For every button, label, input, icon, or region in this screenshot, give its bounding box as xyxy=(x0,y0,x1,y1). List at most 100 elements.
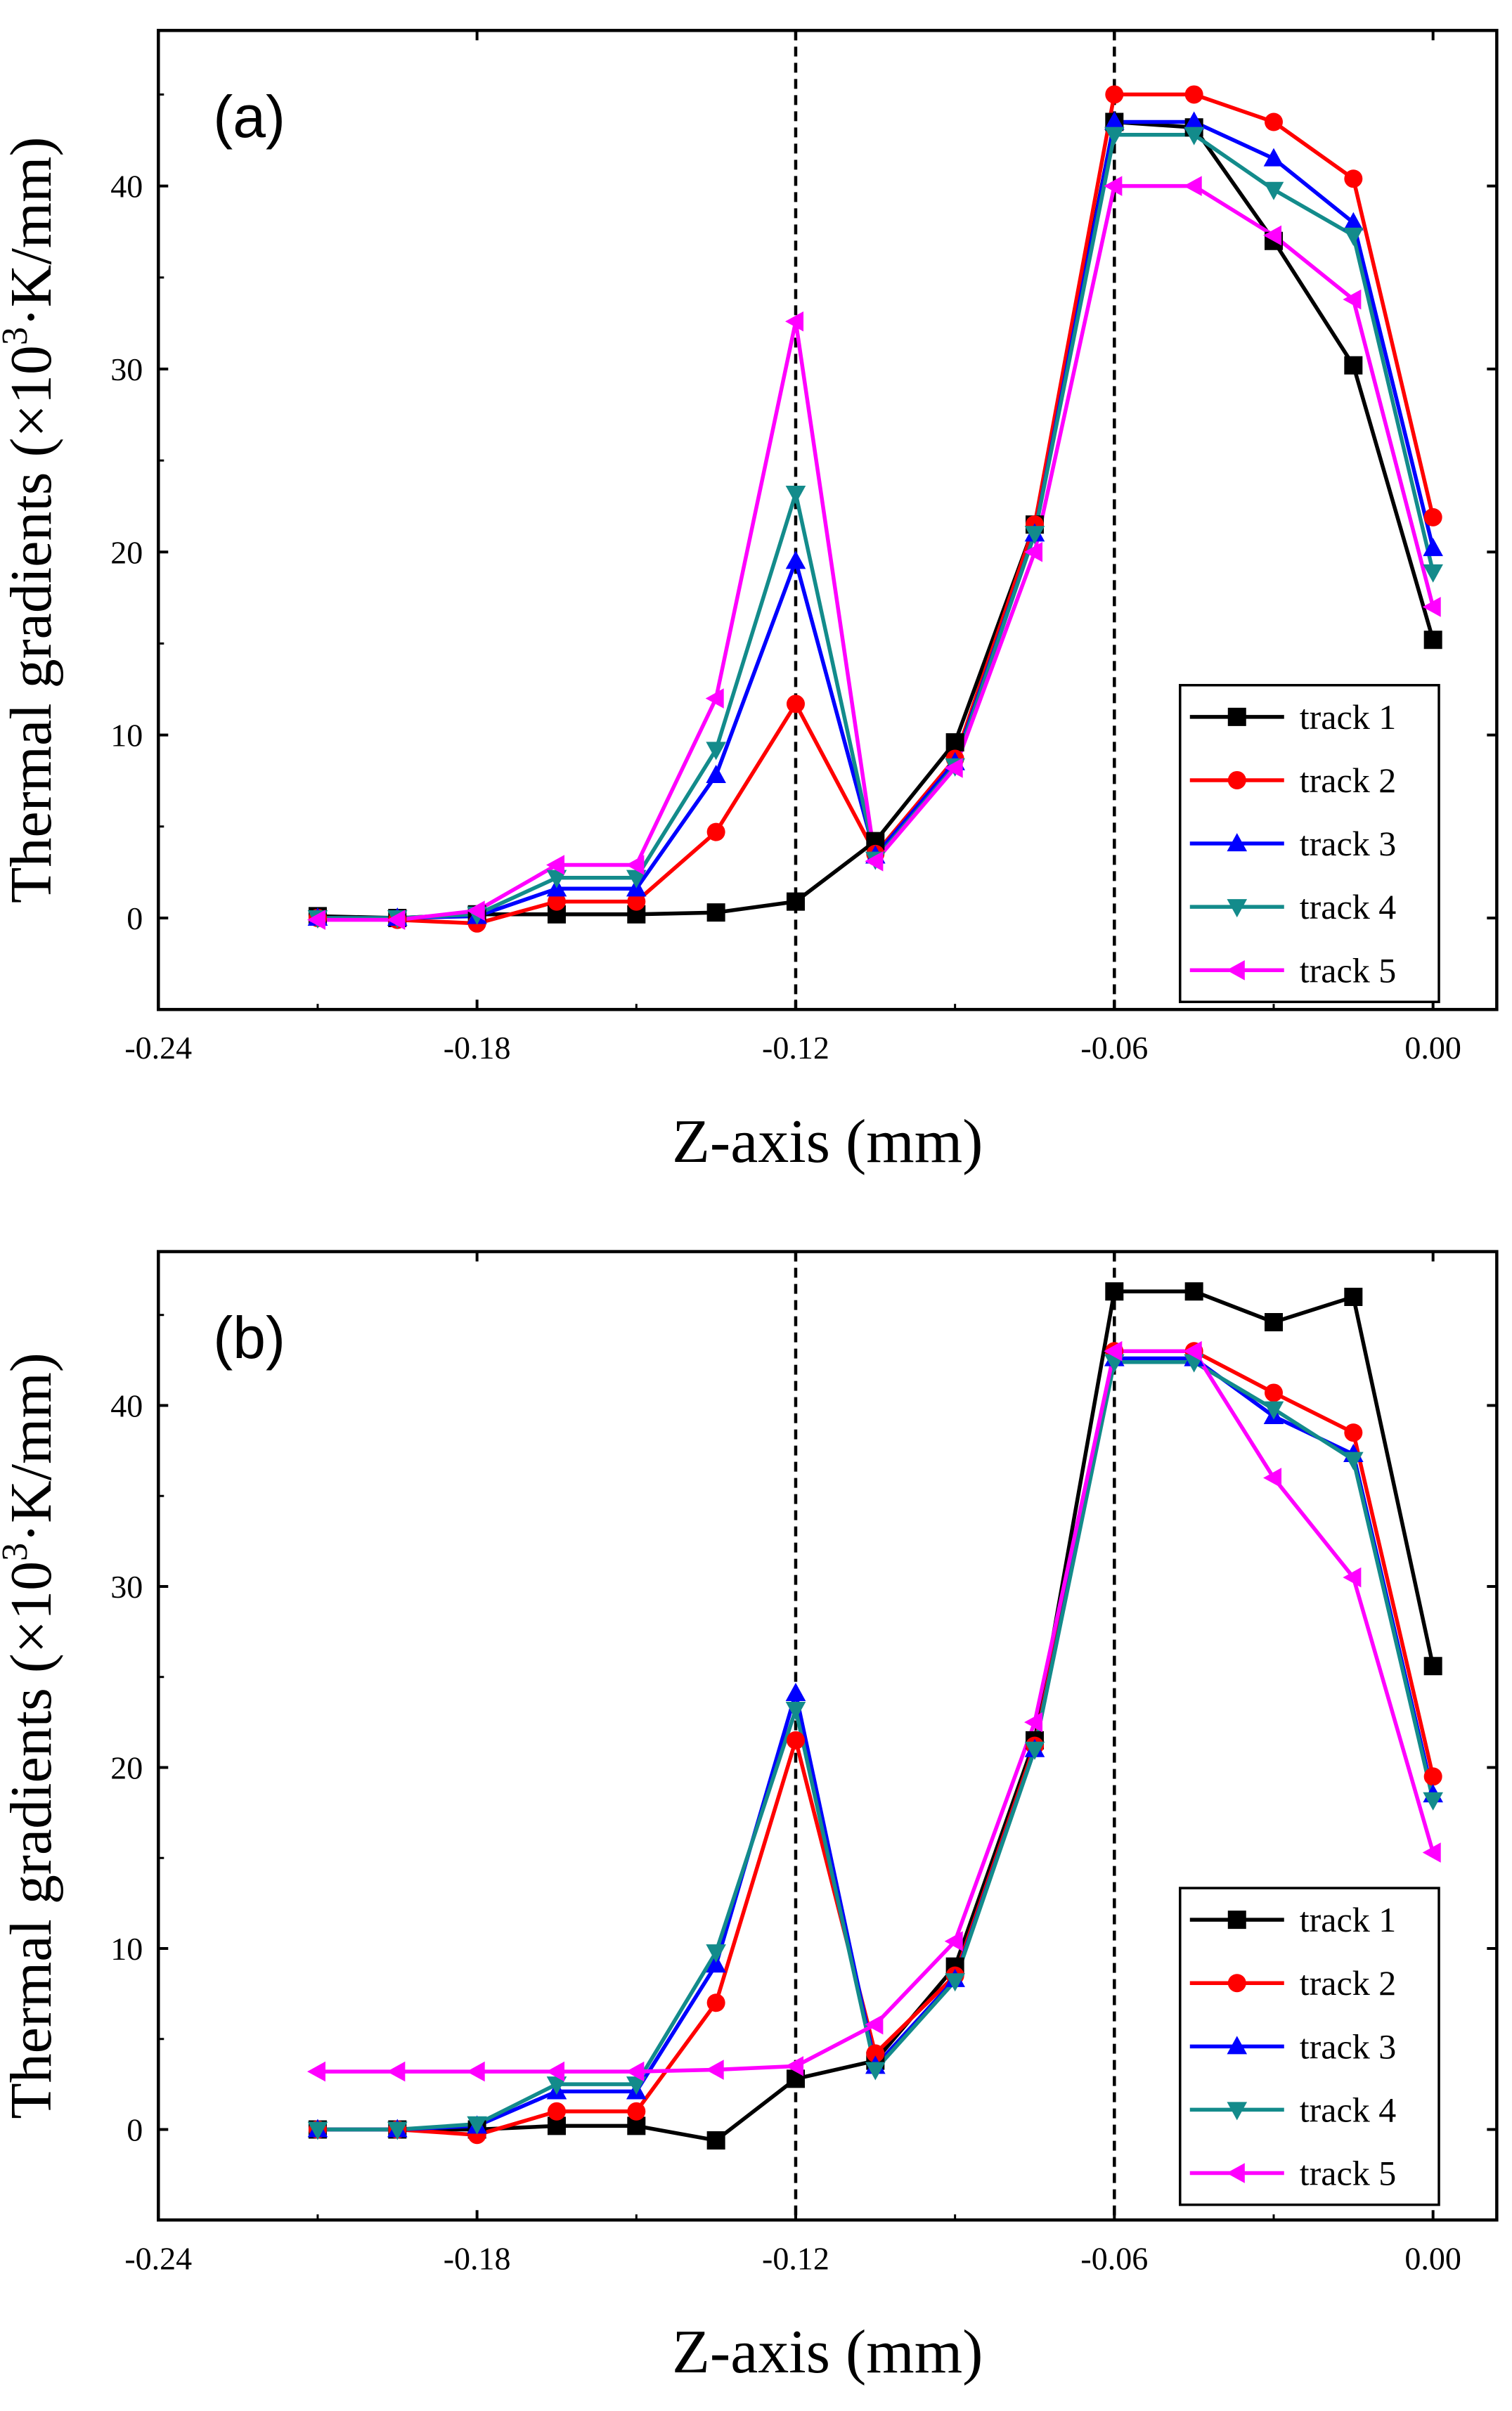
y-axis-label: Thermal gradients (×103·K/mm) xyxy=(0,137,64,903)
data-point-track-2 xyxy=(1344,1423,1363,1442)
x-tick-label: -0.18 xyxy=(444,1030,511,1066)
data-point-track-4 xyxy=(706,742,726,761)
legend-label-track-1: track 1 xyxy=(1300,697,1396,737)
y-tick-label: 40 xyxy=(110,1388,143,1423)
data-point-track-2 xyxy=(547,892,566,911)
plot-frame xyxy=(157,29,1499,1011)
data-point-track-2 xyxy=(1184,85,1203,104)
data-point-track-1 xyxy=(1344,356,1363,375)
data-point-track-1 xyxy=(706,2131,725,2150)
data-point-track-5 xyxy=(307,2061,326,2082)
data-point-track-4 xyxy=(1024,1741,1045,1760)
data-point-track-1 xyxy=(547,2116,566,2135)
data-point-track-2 xyxy=(1264,112,1283,131)
legend-label-track-2: track 2 xyxy=(1300,761,1396,800)
plot-area xyxy=(307,85,1443,933)
data-point-track-5 xyxy=(1104,1340,1123,1362)
data-point-track-5 xyxy=(865,2014,884,2035)
data-point-track-3 xyxy=(1343,212,1364,231)
x-tick-label: -0.24 xyxy=(124,2240,192,2276)
data-point-track-5 xyxy=(546,2061,565,2082)
data-point-track-4 xyxy=(1104,127,1125,146)
x-tick-label: -0.12 xyxy=(762,1030,829,1066)
data-point-track-5 xyxy=(785,311,804,332)
x-tick-label: -0.06 xyxy=(1080,2240,1148,2276)
y-axis-label-unit: ·K/mm) xyxy=(0,137,64,328)
data-point-track-5 xyxy=(865,851,884,872)
data-point-track-2 xyxy=(1264,1383,1283,1402)
data-point-track-1 xyxy=(1344,1287,1363,1306)
data-point-track-5 xyxy=(307,910,326,930)
data-point-track-5 xyxy=(1183,1340,1202,1362)
y-tick-label: 20 xyxy=(110,1750,143,1785)
data-point-track-5 xyxy=(705,688,724,709)
data-point-track-3 xyxy=(785,1682,806,1701)
data-point-track-4 xyxy=(1263,1401,1284,1420)
legend-marker-track-4 xyxy=(1227,899,1248,918)
data-point-track-2 xyxy=(706,1993,725,2012)
data-point-track-5 xyxy=(944,758,963,778)
data-point-track-3 xyxy=(1184,111,1204,130)
x-axis-label: Z-axis (mm) xyxy=(672,1108,983,1176)
data-point-track-4 xyxy=(1343,1452,1364,1470)
data-point-track-1 xyxy=(945,733,964,752)
x-axis-label: Z-axis (mm) xyxy=(672,2318,983,2386)
data-point-track-4 xyxy=(1343,227,1364,246)
legend-marker-track-1 xyxy=(1227,1911,1246,1930)
y-axis-label: Thermal gradients (×103·K/mm) xyxy=(0,1352,64,2119)
data-point-track-1 xyxy=(706,903,725,922)
data-point-track-5 xyxy=(387,2061,406,2082)
data-point-track-5 xyxy=(1024,542,1043,562)
data-point-track-3 xyxy=(706,1954,726,1973)
legend-label-track-5: track 5 xyxy=(1300,950,1396,990)
data-point-track-2 xyxy=(706,822,725,841)
data-point-track-4 xyxy=(546,870,567,888)
data-point-track-2 xyxy=(1105,85,1124,104)
data-point-track-2 xyxy=(547,2102,566,2121)
data-point-track-1 xyxy=(1264,1313,1283,1332)
data-point-track-5 xyxy=(1263,225,1282,246)
legend-marker-track-3 xyxy=(1227,833,1248,852)
legend-label-track-5: track 5 xyxy=(1300,2154,1396,2193)
data-point-track-1 xyxy=(1105,1282,1124,1301)
data-point-track-5 xyxy=(1343,289,1362,310)
y-tick-label: 10 xyxy=(110,1931,143,1967)
data-point-track-2 xyxy=(866,2044,885,2063)
x-tick-label: -0.12 xyxy=(762,2240,829,2276)
legend-label-track-2: track 2 xyxy=(1300,1963,1396,2003)
data-point-track-4 xyxy=(626,2076,647,2095)
data-point-track-5 xyxy=(705,2060,724,2080)
data-point-track-4 xyxy=(785,485,806,504)
y-tick-label: 10 xyxy=(110,718,143,754)
data-point-track-4 xyxy=(307,2121,328,2140)
y-tick-label: 20 xyxy=(110,534,143,570)
data-point-track-1 xyxy=(547,905,566,924)
data-point-track-1 xyxy=(627,905,646,924)
legend-label-track-3: track 3 xyxy=(1300,824,1396,863)
y-axis-label-superscript: 3 xyxy=(0,327,35,345)
data-point-track-3 xyxy=(706,764,726,783)
data-point-track-5 xyxy=(546,855,565,875)
panel-label: (a) xyxy=(213,84,285,150)
chart-panel-a: -0.24 -0.18 -0.12 -0.06 0.00 0 10 20 30 40 (a) Z-ax… xyxy=(0,29,1499,1176)
data-point-track-4 xyxy=(467,2116,487,2135)
data-point-track-3 xyxy=(1104,111,1125,130)
data-point-track-4 xyxy=(1423,1792,1443,1811)
data-point-track-4 xyxy=(706,1944,726,1963)
data-point-track-5 xyxy=(1183,176,1202,196)
data-point-track-5 xyxy=(466,900,485,921)
x-tick-label: -0.24 xyxy=(124,1030,192,1066)
data-point-track-5 xyxy=(626,2061,645,2082)
data-point-track-5 xyxy=(1024,1712,1043,1733)
data-point-track-5 xyxy=(1422,597,1441,617)
data-point-track-1 xyxy=(1423,631,1442,649)
x-tick-label: 0.00 xyxy=(1404,1030,1461,1066)
data-point-track-1 xyxy=(1423,1657,1442,1676)
data-point-track-5 xyxy=(387,910,406,930)
data-point-track-2 xyxy=(786,694,805,713)
data-point-track-3 xyxy=(1423,538,1443,557)
data-point-track-4 xyxy=(785,1702,806,1721)
data-point-track-2 xyxy=(1423,508,1442,526)
data-point-track-1 xyxy=(866,832,885,851)
data-point-track-5 xyxy=(785,2056,804,2076)
